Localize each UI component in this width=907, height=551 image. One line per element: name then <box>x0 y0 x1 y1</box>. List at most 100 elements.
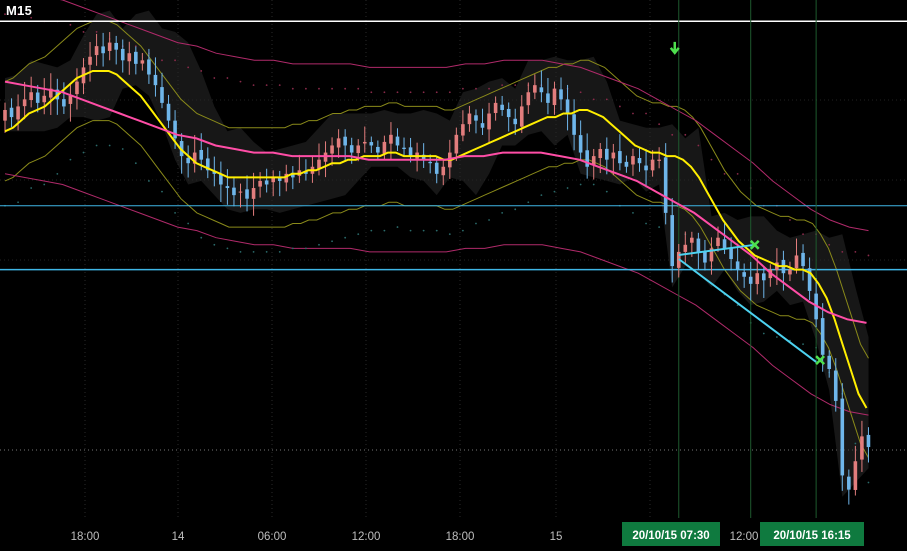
dot-lower <box>422 229 425 232</box>
candle-body <box>860 436 864 460</box>
candle-body <box>304 171 308 174</box>
candle-body <box>225 186 230 189</box>
candle-body <box>349 145 354 153</box>
dot-upper <box>501 84 504 87</box>
dot-lower <box>69 158 72 161</box>
candle-body <box>801 252 805 267</box>
dot-lower <box>148 180 150 182</box>
candle-body <box>755 273 760 285</box>
dot-lower <box>305 247 307 250</box>
dot-lower <box>95 144 98 147</box>
candle-body <box>421 154 426 160</box>
candle-body <box>493 102 498 114</box>
candle-body <box>670 215 675 267</box>
dot-lower <box>291 247 294 250</box>
candle-body <box>323 152 328 162</box>
candle-body <box>663 157 668 213</box>
dot-lower <box>632 211 634 214</box>
time-axis: 18:00 14 06:00 12:00 18:00 15 12:00 20/10/15 07… <box>71 522 864 546</box>
candle-body <box>75 81 79 95</box>
dot-lower <box>82 151 85 154</box>
candle-body <box>761 273 766 281</box>
dot-lower <box>134 162 137 165</box>
dot-upper <box>95 31 98 33</box>
dot-upper <box>331 87 333 90</box>
candle-body <box>94 46 99 56</box>
candle-body <box>552 88 557 106</box>
candle-body <box>238 191 243 193</box>
candle-body <box>794 255 799 269</box>
candle-body <box>219 174 223 185</box>
time-badge-label-1: 20/10/15 16:15 <box>773 530 851 542</box>
dot-upper <box>723 172 726 175</box>
candle-body <box>343 136 347 146</box>
cloud-area <box>5 10 869 497</box>
candle-body <box>709 248 714 262</box>
time-tick-label: 06:00 <box>258 531 287 543</box>
dot-upper <box>422 91 425 94</box>
dot-upper <box>579 91 582 94</box>
candle-body <box>598 149 603 159</box>
dot-lower <box>161 190 163 193</box>
candle-body <box>434 162 439 174</box>
dot-upper <box>671 133 674 136</box>
dot-upper <box>684 133 687 136</box>
dot-upper <box>736 172 739 175</box>
close-marker-icon-1 <box>815 355 826 365</box>
candle-body <box>807 268 812 291</box>
candle-body <box>395 136 400 146</box>
dot-lower <box>579 183 582 186</box>
dot-lower <box>121 148 124 150</box>
candle-body <box>441 166 446 176</box>
dot-upper <box>291 87 294 90</box>
dot-upper <box>710 158 713 161</box>
candle-body <box>533 85 537 93</box>
candle-body <box>644 165 648 171</box>
candle-body <box>716 237 720 246</box>
dot-upper <box>867 254 870 257</box>
dot-lower <box>566 187 569 189</box>
time-tick-label: 12:00 <box>352 531 381 543</box>
dot-upper <box>161 59 163 62</box>
dot-lower <box>514 208 517 211</box>
down-channel[interactable] <box>678 243 817 363</box>
candle-body <box>565 99 570 114</box>
dot-upper <box>409 91 412 94</box>
candle-body <box>232 187 236 196</box>
dot-lower <box>239 251 242 253</box>
candle-body <box>277 177 282 181</box>
dot-upper <box>383 91 386 94</box>
candle-body <box>140 60 145 64</box>
candle-body <box>847 476 851 490</box>
candle-body <box>134 51 138 64</box>
dot-upper <box>435 91 438 94</box>
dot-lower <box>854 442 857 445</box>
candle-body <box>578 135 583 153</box>
dot-upper <box>514 84 517 87</box>
dot-upper <box>605 98 608 101</box>
dot-upper <box>69 23 72 26</box>
dot-lower <box>867 481 870 484</box>
candle-body <box>513 118 518 125</box>
candle-body <box>506 108 511 118</box>
candle-body <box>127 53 132 62</box>
candle-body <box>461 124 465 136</box>
moving-averages <box>4 70 868 409</box>
candle-body <box>173 120 177 139</box>
dot-lower <box>461 229 464 232</box>
time-badge-bg-0 <box>622 522 720 546</box>
dot-upper <box>17 13 19 16</box>
candle-body <box>186 157 190 164</box>
candle-body <box>376 146 380 153</box>
candle-body <box>362 141 367 144</box>
candle-body <box>833 370 838 401</box>
candle-body <box>683 244 688 252</box>
dot-lower <box>252 251 255 253</box>
dot-upper <box>82 31 85 33</box>
dot-upper <box>30 16 33 19</box>
channel-line-lower <box>678 258 817 363</box>
candle-body <box>735 261 740 270</box>
candle-body <box>114 42 119 50</box>
